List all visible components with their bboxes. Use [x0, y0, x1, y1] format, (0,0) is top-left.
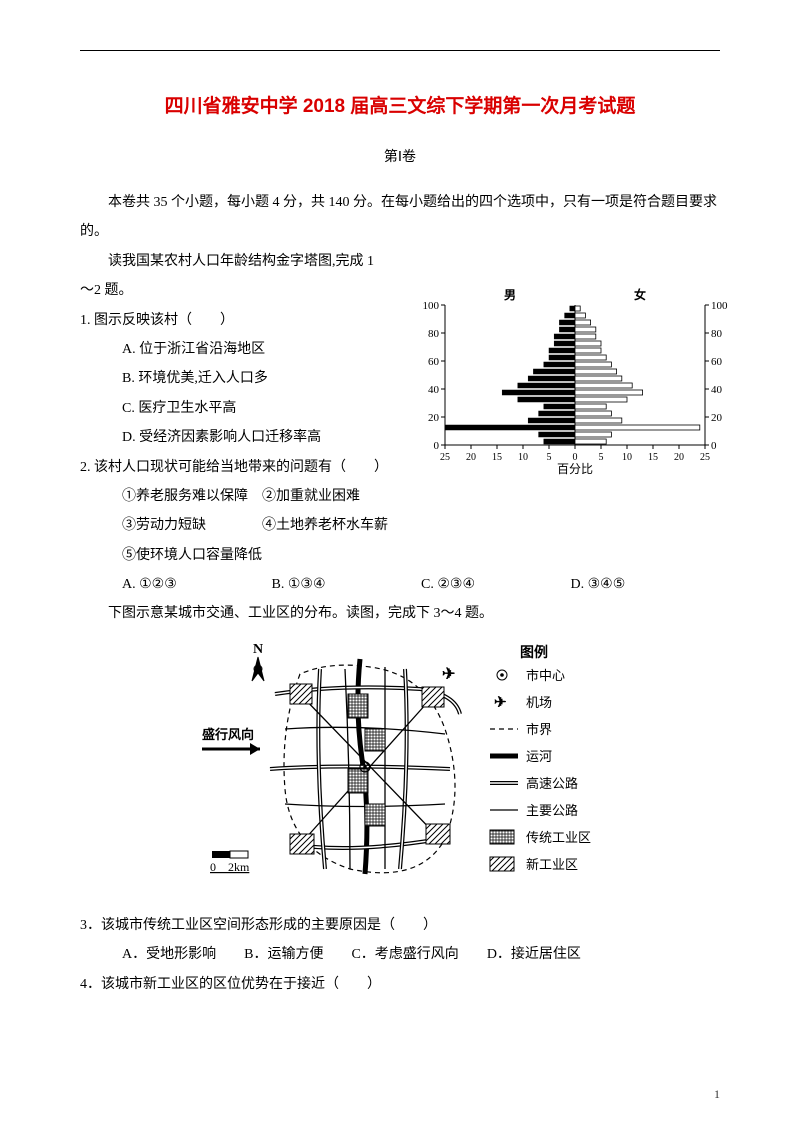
instructions: 本卷共 35 个小题，每小题 4 分，共 140 分。在每小题给出的四个选项中，…	[80, 188, 720, 247]
page-number: 1	[714, 1087, 720, 1102]
svg-text:60: 60	[711, 356, 723, 368]
city-map-row: N 盛行风向 0 2km ✈ 图例市中心 ✈ 机场市界运河高速公路主要公路传统工业区新工业区	[80, 639, 720, 889]
q2-opt-c: C. ②③④	[421, 570, 571, 599]
q3-opt-d: D．接近居住区	[487, 940, 581, 969]
svg-text:运河: 运河	[526, 749, 552, 764]
top-rule	[80, 50, 720, 51]
q1-opt-c: C. 医疗卫生水平高	[80, 394, 380, 423]
svg-text:0 2km: 0 2km	[210, 860, 250, 874]
q3-options-row: A．受地形影响 B．运输方便 C．考虑盛行风向 D．接近居住区	[80, 940, 720, 969]
q2-opt-b: B. ①③④	[272, 570, 422, 599]
q2-options-row: A. ①②③ B. ①③④ C. ②③④ D. ③④⑤	[80, 570, 720, 599]
population-pyramid-chart: 男女00202040406060808010010025201510505101…	[410, 287, 740, 477]
svg-text:40: 40	[428, 384, 440, 396]
q3-opt-c: C．考虑盛行风向	[351, 940, 458, 969]
svg-text:80: 80	[428, 328, 440, 340]
q1-stem: 1. 图示反映该村（ ）	[80, 306, 380, 335]
svg-text:100: 100	[423, 300, 440, 312]
q3-lead: 下图示意某城市交通、工业区的分布。读图，完成下 3～4 题。	[80, 599, 720, 628]
q1-opt-b: B. 环境优美,迁入人口多	[80, 364, 380, 393]
q1-opt-d: D. 受经济因素影响人口迁移率高	[80, 423, 380, 452]
q3-opt-a: A．受地形影响	[122, 940, 216, 969]
svg-text:新工业区: 新工业区	[526, 857, 578, 872]
svg-text:60: 60	[428, 356, 440, 368]
svg-text:40: 40	[711, 384, 723, 396]
svg-text:N: N	[253, 642, 263, 657]
svg-text:盛行风向: 盛行风向	[202, 727, 254, 742]
q3-stem: 3．该城市传统工业区空间形态形成的主要原因是（ ）	[80, 911, 720, 940]
svg-text:20: 20	[428, 412, 440, 424]
svg-text:100: 100	[711, 300, 728, 312]
svg-text:25: 25	[440, 452, 450, 463]
svg-text:✈: ✈	[494, 695, 507, 711]
svg-text:20: 20	[711, 412, 723, 424]
svg-text:10: 10	[622, 452, 632, 463]
q2-sub-3: ⑤使环境人口容量降低	[80, 541, 720, 570]
svg-text:0: 0	[434, 440, 440, 452]
q2-opt-a: A. ①②③	[122, 570, 272, 599]
q1-q2-block: 读我国某农村人口年龄结构金字塔图,完成 1～2 题。 男 女 0 0 20 20 40 40 6…	[80, 247, 720, 600]
svg-text:女: 女	[634, 287, 646, 302]
svg-text:✈: ✈	[442, 666, 455, 683]
svg-text:百分比: 百分比	[557, 462, 593, 476]
svg-text:25: 25	[700, 452, 710, 463]
svg-text:20: 20	[674, 452, 684, 463]
exam-title: 四川省雅安中学 2018 届高三文综下学期第一次月考试题	[80, 91, 720, 118]
svg-text:0: 0	[711, 440, 717, 452]
q3-opt-b: B．运输方便	[244, 940, 323, 969]
q2-sub-1: ①养老服务难以保障 ②加重就业困难	[80, 482, 720, 511]
svg-text:80: 80	[711, 328, 723, 340]
svg-text:男: 男	[504, 288, 516, 302]
svg-text:20: 20	[466, 452, 476, 463]
q2-sub-2: ③劳动力短缺 ④土地养老杯水车薪	[80, 511, 720, 540]
city-map-diagram: N 盛行风向 0 2km ✈ 图例市中心 ✈ 机场市界运河高速公路主要公路传统工业区新工业区	[190, 639, 610, 889]
svg-text:传统工业区: 传统工业区	[526, 830, 591, 845]
svg-text:高速公路: 高速公路	[526, 776, 578, 791]
svg-text:市中心: 市中心	[526, 668, 565, 683]
q1-opt-a: A. 位于浙江省沿海地区	[80, 335, 380, 364]
svg-text:市界: 市界	[526, 722, 552, 737]
svg-text:图例: 图例	[520, 644, 548, 661]
q2-opt-d: D. ③④⑤	[571, 570, 721, 599]
q1-lead: 读我国某农村人口年龄结构金字塔图,完成 1～2 题。	[80, 247, 380, 306]
svg-text:5: 5	[599, 452, 604, 463]
svg-text:主要公路: 主要公路	[526, 803, 578, 818]
svg-text:10: 10	[518, 452, 528, 463]
svg-text:15: 15	[492, 452, 502, 463]
svg-text:5: 5	[547, 452, 552, 463]
svg-text:机场: 机场	[526, 695, 552, 710]
volume-subtitle: 第Ⅰ卷	[80, 146, 720, 166]
q4-stem: 4．该城市新工业区的区位优势在于接近（ ）	[80, 970, 720, 999]
svg-text:15: 15	[648, 452, 658, 463]
